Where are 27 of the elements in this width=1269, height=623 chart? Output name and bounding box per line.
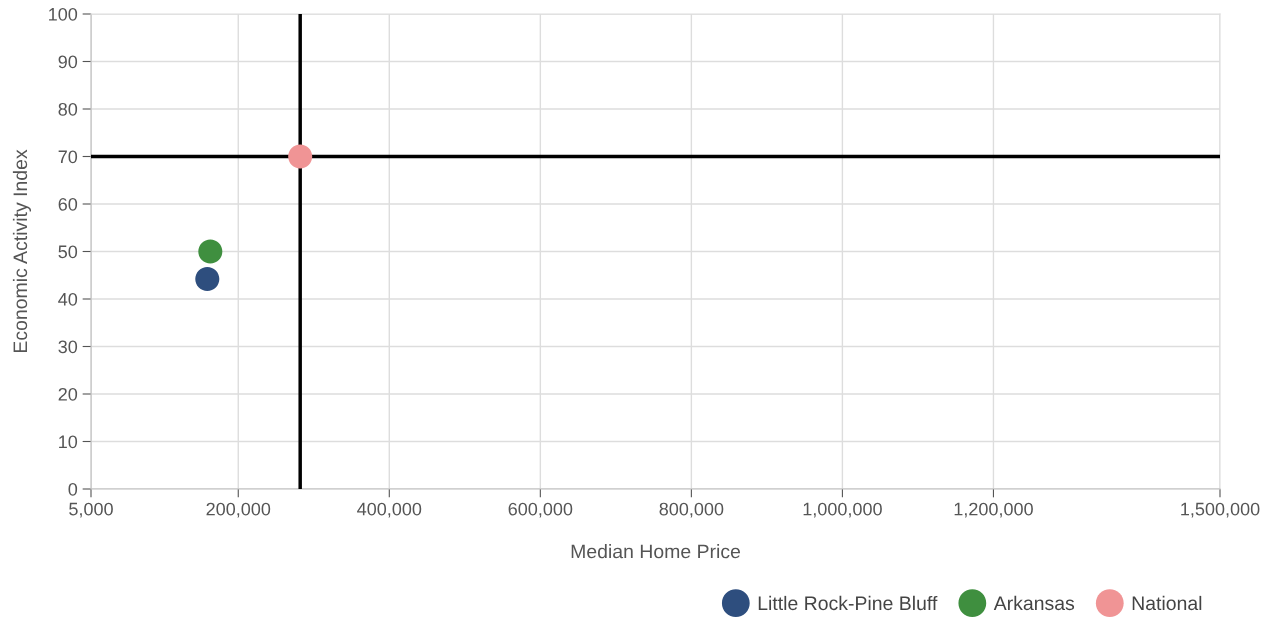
legend-label: National xyxy=(1132,595,1202,611)
x-tick-label: 1,000,000 xyxy=(803,502,882,518)
y-tick-label: 60 xyxy=(58,197,78,211)
y-tick-label: 100 xyxy=(49,7,78,21)
y-tick-label: 90 xyxy=(58,55,78,69)
x-axis-title: Median Home Price xyxy=(571,544,741,559)
x-tick-label: 200,000 xyxy=(206,502,271,518)
x-tick-label: 1,200,000 xyxy=(954,502,1033,518)
point xyxy=(288,144,313,169)
x-tick-label: 600,000 xyxy=(508,502,573,518)
y-tick-label: 30 xyxy=(58,340,78,354)
y-tick-label: 80 xyxy=(58,102,78,116)
legend-label: Arkansas xyxy=(993,595,1075,611)
y-tick-label: 20 xyxy=(58,387,78,401)
x-tick-label: 5,000 xyxy=(69,502,113,518)
point xyxy=(195,267,220,292)
x-tick-label: 800,000 xyxy=(659,502,724,518)
y-axis-title: Economic Activity Index xyxy=(12,149,32,353)
point xyxy=(198,239,223,264)
y-tick-label: 70 xyxy=(58,150,78,164)
x-tick-label: 1,500,000 xyxy=(1181,502,1260,518)
x-tick-label: 400,000 xyxy=(357,502,422,518)
legend-label: Little Rock-Pine Bluff xyxy=(758,595,938,611)
y-tick-label: 40 xyxy=(58,292,78,306)
y-tick-label: 10 xyxy=(59,435,78,449)
y-tick-label: 0 xyxy=(68,482,78,496)
y-tick-label: 50 xyxy=(58,245,78,259)
